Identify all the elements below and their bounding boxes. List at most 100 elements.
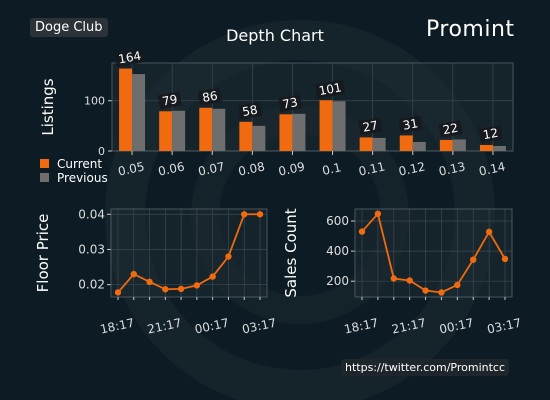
floor-price-ytick-label: 0.04 — [78, 207, 105, 221]
bar-current — [199, 107, 213, 151]
floor-price-plot-area — [111, 209, 267, 297]
sales-count-point — [454, 281, 461, 289]
floor-price-ytick-label: 0.02 — [78, 278, 105, 292]
bar-previous — [372, 137, 386, 151]
bar-previous — [212, 108, 226, 151]
sales-count-point — [422, 287, 429, 294]
sales-count-plot-area — [355, 209, 512, 297]
sales-count-point — [390, 275, 397, 282]
bar-data-label-box — [438, 120, 463, 138]
sales-count-ytick-label: 200 — [326, 274, 349, 288]
sales-count-point — [470, 256, 477, 263]
sales-count-point — [501, 255, 509, 263]
sales-count-y-axis-label: Sales Count — [282, 208, 300, 297]
bar-data-label-group: 164 — [114, 48, 146, 67]
promint-logo: Promint — [426, 17, 515, 42]
bar-data-label-box — [478, 125, 503, 143]
sales-count-xtick-label: 03:17 — [486, 316, 523, 337]
legend-label-previous: Previous — [57, 171, 108, 185]
bar-data-label: 58 — [241, 103, 258, 119]
bar-ytick-label: 100 — [84, 95, 105, 108]
floor-price-point — [130, 270, 137, 278]
floor-price-point — [241, 211, 248, 218]
bar-data-label: 12 — [482, 126, 499, 142]
floor-price-line — [117, 213, 260, 294]
bar-previous — [292, 113, 306, 151]
bar-current — [319, 100, 333, 151]
floor-price-y-axis-label: Floor Price — [34, 214, 52, 293]
bar-data-label-group: 27 — [358, 117, 383, 136]
bar-data-label-box — [114, 48, 146, 67]
bar-data-label-group: 22 — [438, 120, 463, 138]
floor-price-point — [146, 278, 153, 286]
bar-data-label-box — [278, 94, 303, 113]
bar-data-label-group: 58 — [237, 102, 263, 120]
bar-data-label-group: 73 — [278, 94, 303, 113]
floor-price-xtick-label: 03:17 — [241, 316, 278, 337]
bar-data-label: 27 — [362, 118, 379, 134]
sales-count-xtick-label: 18:17 — [343, 316, 380, 337]
bar-data-label: 73 — [281, 95, 298, 111]
bar-data-label: 86 — [201, 89, 218, 105]
bar-data-label-box — [237, 102, 263, 120]
bar-xtick-label: 0.07 — [197, 159, 226, 178]
bar-current — [159, 111, 173, 151]
sales-count-plot-frame — [354, 208, 513, 298]
bar-data-label-box — [157, 91, 182, 110]
bar-xtick-label: 0.14 — [478, 159, 507, 178]
bar-previous — [492, 145, 506, 151]
sales-count-point — [374, 210, 382, 218]
bar-current — [439, 139, 453, 151]
bar-xtick-label: 0.05 — [117, 159, 146, 178]
bar-previous — [132, 74, 146, 151]
floor-price-point — [114, 289, 122, 296]
bar-data-label-box — [398, 115, 423, 134]
bar-data-label: 31 — [402, 116, 419, 132]
floor-price-ytick-label: 0.03 — [78, 242, 105, 256]
bar-ytick-label: 0 — [98, 145, 105, 158]
bar-y-axis-label: Listings — [39, 78, 57, 135]
twitter-url: https://twitter.com/Promintcc — [341, 359, 509, 376]
sales-count-point — [406, 277, 413, 284]
bar-data-label-box — [358, 117, 383, 136]
bar-previous — [172, 110, 186, 151]
bar-data-label: 101 — [318, 80, 343, 98]
bar-xtick-label: 0.11 — [357, 159, 386, 178]
bar-data-label-group: 12 — [478, 125, 503, 143]
bar-previous — [452, 139, 466, 151]
bar-current — [119, 68, 133, 151]
bar-data-label-group: 86 — [197, 87, 222, 106]
bar-plot-frame — [111, 62, 514, 152]
chart-title: Depth Chart — [226, 26, 324, 45]
floor-price-point — [225, 253, 232, 260]
bar-data-label-box — [197, 87, 222, 106]
bar-xtick-label: 0.06 — [157, 159, 186, 178]
bar-xtick-label: 0.08 — [237, 159, 266, 178]
legend-swatch-current — [40, 159, 49, 168]
legend-label-current: Current — [57, 157, 102, 171]
bar-data-label-box — [314, 79, 346, 99]
sales-count-line — [361, 211, 506, 294]
floor-price-plot-frame — [110, 208, 268, 298]
bar-xtick-label: 0.13 — [437, 159, 466, 178]
bar-current — [479, 144, 493, 151]
bar-xtick-label: 0.1 — [321, 160, 343, 178]
sales-count-point — [485, 228, 493, 236]
floor-price-point — [177, 285, 185, 293]
bar-previous — [412, 141, 426, 151]
bar-previous — [252, 125, 266, 151]
bar-current — [359, 137, 373, 151]
floor-price-point — [193, 282, 201, 289]
legend-swatch-previous — [40, 173, 49, 182]
bar-data-label-group: 101 — [314, 79, 346, 99]
bar-data-label: 22 — [442, 121, 459, 137]
bar-current — [279, 114, 293, 151]
floor-price-xtick-label: 00:17 — [193, 316, 230, 337]
sales-count-point — [358, 228, 366, 235]
floor-price-xtick-label: 18:17 — [99, 316, 136, 337]
bar-previous — [332, 101, 346, 151]
sales-count-ytick-label: 600 — [326, 214, 349, 228]
sales-count-point — [438, 289, 445, 296]
